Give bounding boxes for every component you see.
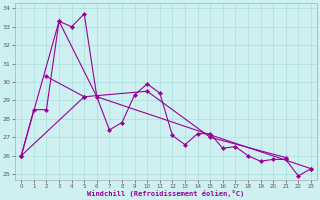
- X-axis label: Windchill (Refroidissement éolien,°C): Windchill (Refroidissement éolien,°C): [87, 190, 245, 197]
